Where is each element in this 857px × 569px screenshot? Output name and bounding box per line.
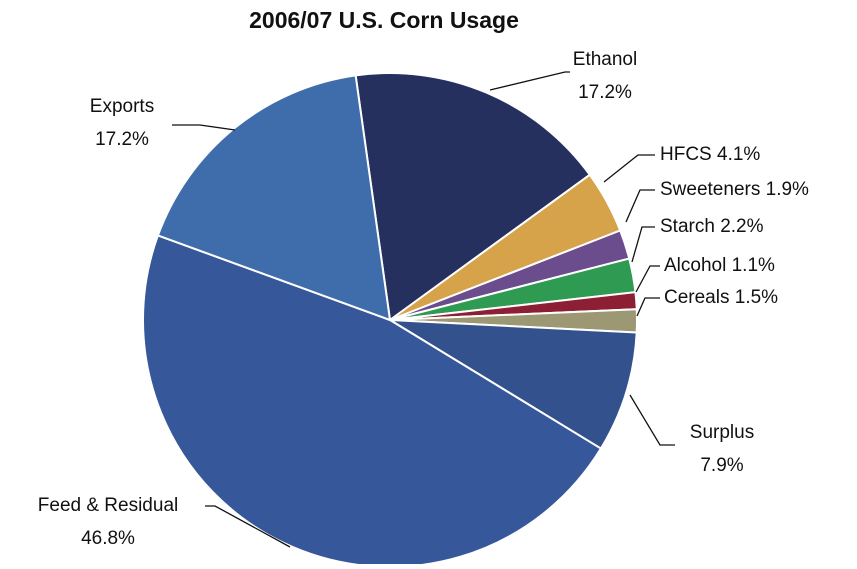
pie-slice	[156, 74, 392, 322]
leader-line	[603, 154, 655, 183]
slice-label: Cereals	[664, 287, 729, 308]
leader-line	[636, 297, 660, 317]
slice-label: Sweeteners	[660, 179, 760, 200]
slice-label: HFCS	[660, 144, 712, 165]
slice-value-label: 2.2%	[720, 216, 763, 237]
slice-label-group: Sweeteners 1.9%	[660, 179, 809, 200]
slice-label-group: HFCS 4.1%	[660, 144, 760, 165]
leader-line	[629, 394, 675, 446]
pie-slice	[354, 72, 592, 322]
slice-value-label: 4.1%	[717, 144, 760, 165]
slice-label: Ethanol	[573, 49, 637, 70]
slice-value-label: 17.2%	[95, 129, 149, 150]
leader-line	[205, 505, 291, 548]
slice-value-label: 46.8%	[81, 528, 135, 549]
slice-label: Alcohol	[664, 255, 726, 276]
slice-label-group: Cereals 1.5%	[664, 287, 778, 308]
slice-label: Feed & Residual	[38, 495, 178, 516]
slice-label-group: Starch 2.2%	[660, 216, 764, 237]
leader-line	[625, 189, 655, 223]
leader-line	[172, 124, 236, 131]
chart-title: 2006/07 U.S. Corn Usage	[249, 7, 519, 33]
slice-label: Exports	[90, 96, 154, 117]
leader-line	[631, 226, 655, 263]
slice-label: Surplus	[690, 422, 754, 443]
slice-label: Starch	[660, 216, 715, 237]
slice-value-label: 1.5%	[735, 287, 778, 308]
slice-value-label: 1.1%	[732, 255, 775, 276]
leader-line	[635, 265, 660, 293]
leader-line	[489, 71, 570, 91]
slice-value-label: 17.2%	[578, 82, 632, 103]
slice-label-group: Alcohol 1.1%	[664, 255, 775, 276]
pie-slice	[389, 319, 638, 450]
slice-value-label: 7.9%	[700, 455, 743, 476]
slice-value-label: 1.9%	[766, 179, 809, 200]
